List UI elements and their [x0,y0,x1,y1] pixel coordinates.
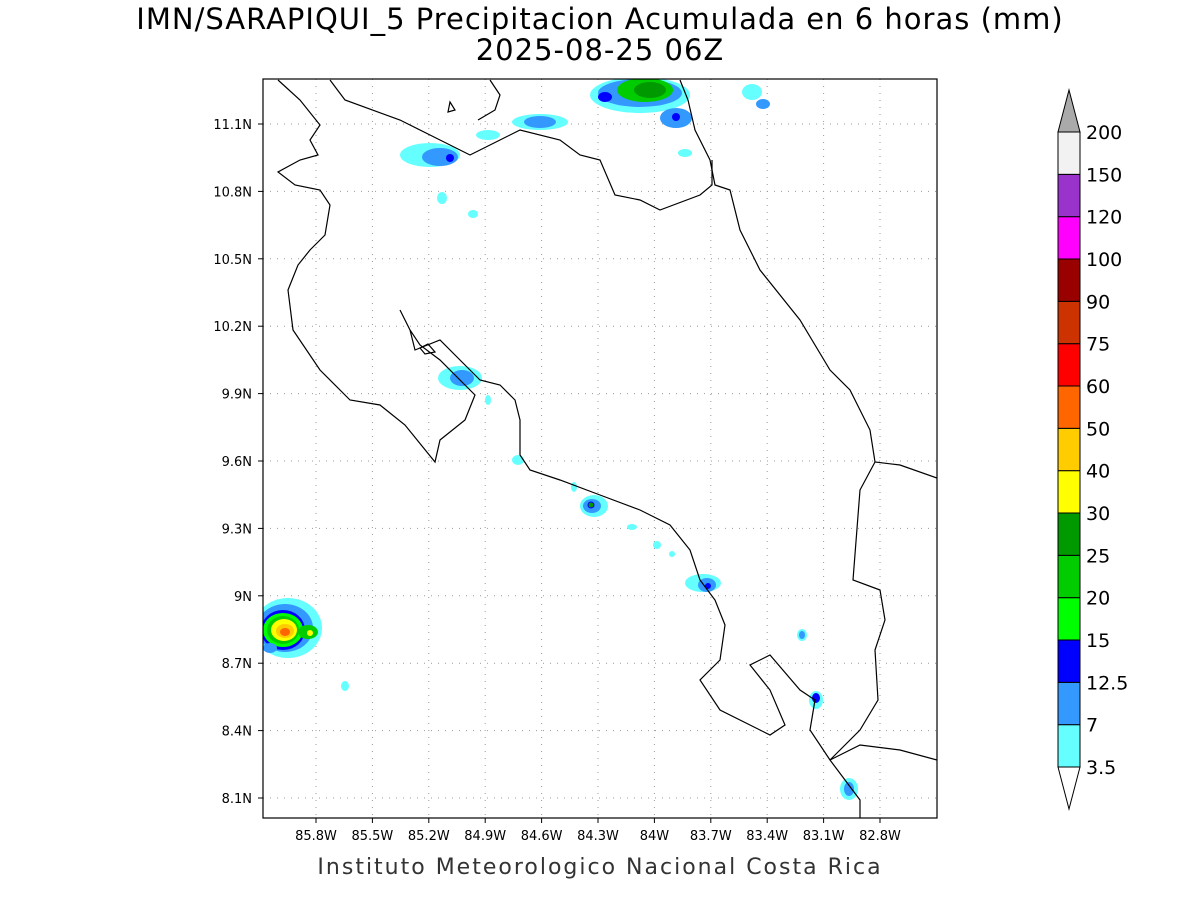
colorbar-label: 90 [1086,291,1110,313]
colorbar: 3.5 7 12.5 15 20 25 30 40 50 60 75 90 100 120 150 200 [1057,88,1128,811]
lat-tick-label: 10.5N [213,253,252,268]
colorbar-swatch [1057,639,1081,683]
colorbar-label: 120 [1086,207,1122,229]
colorbar-swatch [1057,173,1081,218]
colorbar-swatch [1057,300,1081,345]
lon-tick-label: 85.5W [351,829,393,844]
colorbar-label: 3.5 [1086,757,1116,779]
lon-tick-label: 85.8W [295,829,337,844]
colorbar-label: 50 [1086,418,1110,440]
lat-tick-label: 9.9N [222,388,252,403]
colorbar-swatch [1057,470,1081,514]
colorbar-label: 25 [1086,545,1110,567]
colorbar-swatch [1057,258,1081,302]
colorbar-swatch [1057,131,1081,175]
lat-tick-label: 10.8N [213,185,252,200]
colorbar-label: 40 [1086,461,1110,483]
gridlines [263,79,937,818]
lon-tick-label: 85.2W [408,829,450,844]
precip-field [263,79,858,800]
colorbar-label: 75 [1086,334,1110,356]
map-frame [262,78,938,819]
lat-tick-label: 9.6N [222,455,252,470]
lat-tick-label: 9.3N [222,522,252,537]
lon-tick-label: 84.9W [464,829,506,844]
colorbar-swatch [1057,554,1081,599]
lat-tick-label: 11.1N [213,118,252,133]
lat-axis: 11.1N 10.8N 10.5N 10.2N 9.9N 9.6N 9.3N 9N 8.7N 8.… [213,118,263,807]
colorbar-max-triangle [1057,88,1081,133]
lon-axis: 85.8W 85.5W 85.2W 84.9W 84.6W 84.3W 84W 83.7W 83… [295,818,901,844]
lon-tick-label: 82.8W [859,829,901,844]
colorbar-swatch [1057,343,1081,387]
lat-tick-label: 9N [234,590,252,605]
lon-tick-label: 83.4W [746,829,788,844]
colorbar-min-triangle [1057,766,1081,811]
colorbar-label: 12.5 [1086,672,1128,694]
lon-tick-label: 84W [640,829,670,844]
lon-tick-label: 83.7W [690,829,732,844]
lon-tick-label: 84.6W [521,829,563,844]
lat-tick-label: 8.4N [222,725,252,740]
coastlines [276,79,937,818]
colorbar-label: 15 [1086,630,1110,652]
colorbar-swatch [1057,681,1081,726]
colorbar-label: 30 [1086,503,1110,525]
map-title: IMN/SARAPIQUI_5 Precipitacion Acumulada … [136,2,1064,36]
footer-credit: Instituto Meteorologico Nacional Costa R… [317,855,883,880]
lon-tick-label: 83.1W [803,829,845,844]
colorbar-label: 150 [1086,164,1122,186]
colorbar-label: 7 [1086,715,1098,737]
colorbar-swatch [1057,385,1081,429]
map-subtitle: 2025-08-25 06Z [475,33,725,67]
colorbar-swatch [1057,216,1081,260]
lat-tick-label: 8.1N [222,792,252,807]
colorbar-swatch [1057,427,1081,472]
colorbar-label: 60 [1086,376,1110,398]
colorbar-swatch [1057,724,1081,768]
colorbar-label: 20 [1086,588,1110,610]
colorbar-swatch [1057,512,1081,556]
lon-tick-label: 84.3W [577,829,619,844]
lat-tick-label: 8.7N [222,657,252,672]
colorbar-swatch [1057,597,1081,641]
lat-tick-label: 10.2N [213,320,252,335]
colorbar-label: 200 [1086,122,1122,144]
colorbar-label: 100 [1086,249,1122,271]
